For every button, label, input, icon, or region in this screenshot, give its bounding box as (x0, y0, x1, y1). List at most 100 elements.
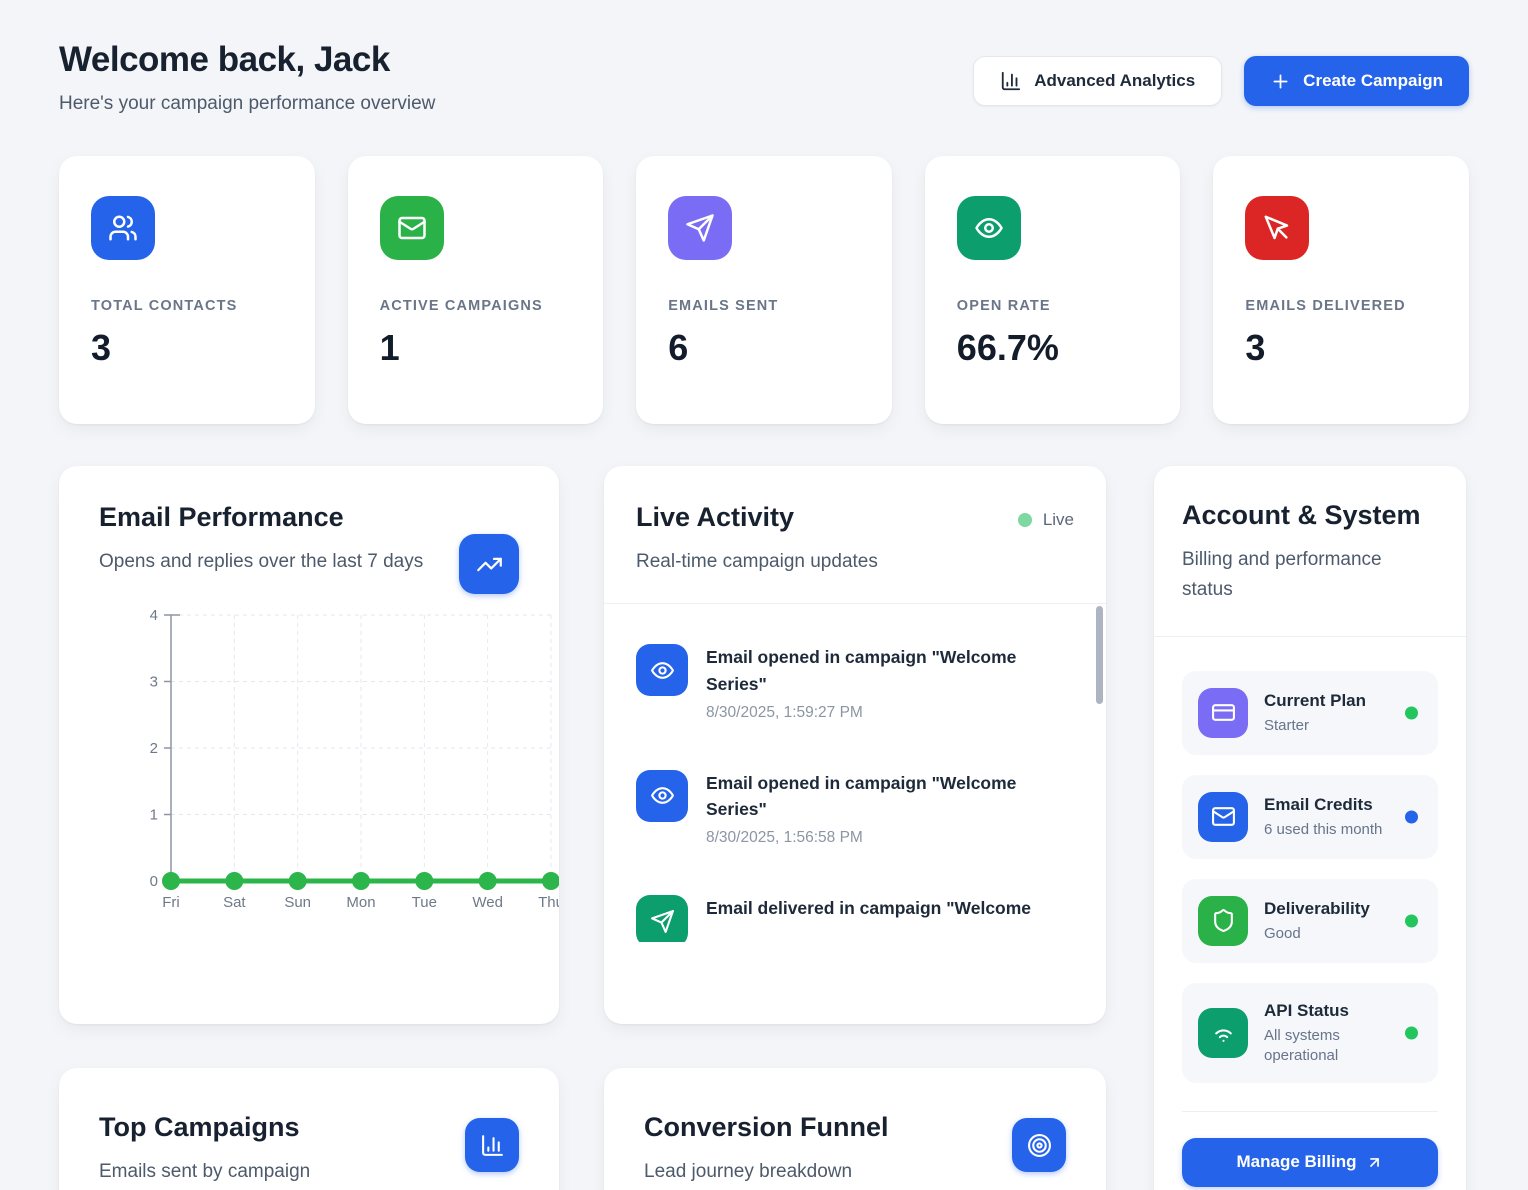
bar-chart-button[interactable] (465, 1118, 519, 1172)
activity-feed[interactable]: Email opened in campaign "Welcome Series… (604, 604, 1106, 943)
divider (1154, 635, 1466, 637)
activity-item-text: Email opened in campaign "Welcome Series… (706, 770, 1036, 848)
activity-item-title: Email opened in campaign "Welcome Series… (706, 772, 1017, 820)
live-activity-header: Live Activity Live Real-time campaign up… (604, 466, 1106, 605)
mail-icon (1198, 791, 1248, 842)
svg-text:Mon: Mon (346, 894, 375, 911)
target-icon (1027, 1133, 1052, 1158)
target-button[interactable] (1012, 1118, 1066, 1172)
status-dot-blue (1405, 810, 1418, 824)
header-actions: Advanced Analytics Create Campaign (973, 56, 1469, 106)
top-campaigns-title: Top Campaigns (99, 1112, 300, 1142)
svg-text:Thu: Thu (538, 894, 559, 911)
advanced-analytics-label: Advanced Analytics (1034, 71, 1196, 90)
send-icon (636, 895, 688, 943)
account-item-text: Deliverability Good (1264, 898, 1370, 944)
eye-icon (636, 644, 688, 697)
page-title: Welcome back, Jack (59, 40, 390, 79)
email-performance-title: Email Performance (99, 502, 344, 532)
stat-label: ACTIVE CAMPAIGNS (379, 298, 543, 314)
mouse-pointer-icon (1245, 196, 1310, 260)
activity-item-title: Email opened in campaign "Welcome Series… (706, 647, 1017, 694)
create-campaign-label: Create Campaign (1303, 71, 1443, 90)
page-subtitle: Here's your campaign performance overvie… (59, 93, 436, 114)
stat-label: TOTAL CONTACTS (91, 298, 238, 314)
stat-value: 3 (91, 327, 112, 369)
trending-up-icon (476, 551, 503, 578)
conversion-funnel-title: Conversion Funnel (644, 1112, 889, 1142)
stat-label: EMAILS SENT (668, 298, 779, 314)
activity-item: Email opened in campaign "Welcome Series… (636, 644, 1066, 722)
svg-text:Fri: Fri (162, 894, 180, 911)
eye-icon (956, 196, 1021, 260)
users-icon (91, 196, 155, 260)
account-item-subtitle: Starter (1264, 716, 1310, 734)
top-campaigns-card: Top Campaigns Emails sent by campaign (59, 1068, 559, 1190)
account-item-title: Current Plan (1264, 690, 1367, 710)
manage-billing-button[interactable]: Manage Billing (1182, 1137, 1438, 1187)
stat-label: EMAILS DELIVERED (1245, 298, 1406, 314)
live-activity-card: Live Activity Live Real-time campaign up… (604, 466, 1106, 1024)
chart-column-icon (480, 1133, 505, 1158)
mail-icon (379, 196, 444, 260)
account-item-title: Email Credits (1264, 794, 1373, 814)
account-item-deliverability: Deliverability Good (1182, 878, 1438, 963)
activity-item: Email delivered in campaign "Welcome (636, 895, 1066, 943)
activity-item-text: Email delivered in campaign "Welcome (706, 895, 1031, 942)
account-item-subtitle: 6 used this month (1264, 820, 1383, 838)
stat-value: 6 (668, 327, 689, 369)
status-dot-green (1405, 706, 1418, 720)
eye-icon (636, 769, 688, 822)
stat-value: 3 (1245, 327, 1266, 369)
stats-row: TOTAL CONTACTS 3 ACTIVE CAMPAIGNS 1 EMAI… (59, 156, 1469, 424)
feed-scrollbar-thumb[interactable] (1096, 606, 1103, 705)
email-performance-card: Email Performance Opens and replies over… (59, 466, 564, 1024)
account-item-text: API Status All systems operational (1264, 1000, 1414, 1066)
stat-card-emails-sent: EMAILS SENT 6 (636, 156, 892, 424)
create-campaign-button[interactable]: Create Campaign (1244, 56, 1469, 106)
svg-text:Sun: Sun (284, 894, 311, 911)
stat-card-emails-delivered: EMAILS DELIVERED 3 (1213, 156, 1469, 424)
credit-card-icon (1198, 687, 1248, 738)
account-system-card: Account & System Billing and performance… (1154, 466, 1466, 1190)
email-performance-subtitle: Opens and replies over the last 7 days (99, 551, 424, 572)
dashboard: Welcome back, Jack Here's your campaign … (59, 0, 1469, 1190)
activity-item-title: Email delivered in campaign "Welcome (706, 898, 1032, 919)
divider (1182, 1110, 1438, 1112)
stat-value: 66.7% (956, 327, 1059, 369)
account-item-current-plan: Current Plan Starter (1182, 670, 1438, 755)
account-item-text: Current Plan Starter (1264, 690, 1366, 736)
account-item-title: Deliverability (1264, 898, 1370, 918)
svg-text:Tue: Tue (412, 894, 437, 911)
activity-item-time: 8/30/2025, 1:59:27 PM (706, 703, 863, 721)
stat-value: 1 (379, 327, 400, 369)
svg-text:0: 0 (150, 873, 158, 890)
wifi-icon (1198, 1007, 1248, 1058)
account-item-api-status: API Status All systems operational (1182, 982, 1438, 1083)
page-header: Welcome back, Jack Here's your campaign … (59, 40, 435, 115)
shield-icon (1198, 895, 1248, 946)
account-item-subtitle: All systems operational (1264, 1026, 1340, 1064)
activity-item-text: Email opened in campaign "Welcome Series… (706, 644, 1036, 722)
status-dot-green (1405, 1026, 1418, 1040)
arrow-up-right-icon (1366, 1154, 1383, 1171)
email-performance-chart-wrap: 0 1 2 3 4 Fri Sat Sun Mon Tue Wed Thu (127, 603, 564, 924)
advanced-analytics-button[interactable]: Advanced Analytics (973, 56, 1223, 106)
account-item-subtitle: Good (1264, 924, 1301, 942)
svg-text:2: 2 (150, 740, 158, 757)
account-system-title: Account & System (1182, 500, 1421, 530)
svg-text:Sat: Sat (223, 894, 246, 911)
plus-icon (1270, 71, 1291, 92)
chart-column-icon (1000, 70, 1022, 92)
stat-card-open-rate: OPEN RATE 66.7% (924, 156, 1181, 424)
conversion-funnel-subtitle: Lead journey breakdown (644, 1161, 853, 1182)
stat-card-total-contacts: TOTAL CONTACTS 3 (59, 156, 315, 424)
send-icon (668, 196, 733, 260)
conversion-funnel-card: Conversion Funnel Lead journey breakdown (604, 1068, 1106, 1190)
status-dot-green (1405, 914, 1418, 928)
svg-text:Wed: Wed (472, 894, 503, 911)
trending-up-button[interactable] (459, 534, 519, 594)
account-item-email-credits: Email Credits 6 used this month (1182, 774, 1438, 859)
live-dot-icon (1017, 513, 1032, 527)
live-badge: Live (1017, 510, 1074, 530)
